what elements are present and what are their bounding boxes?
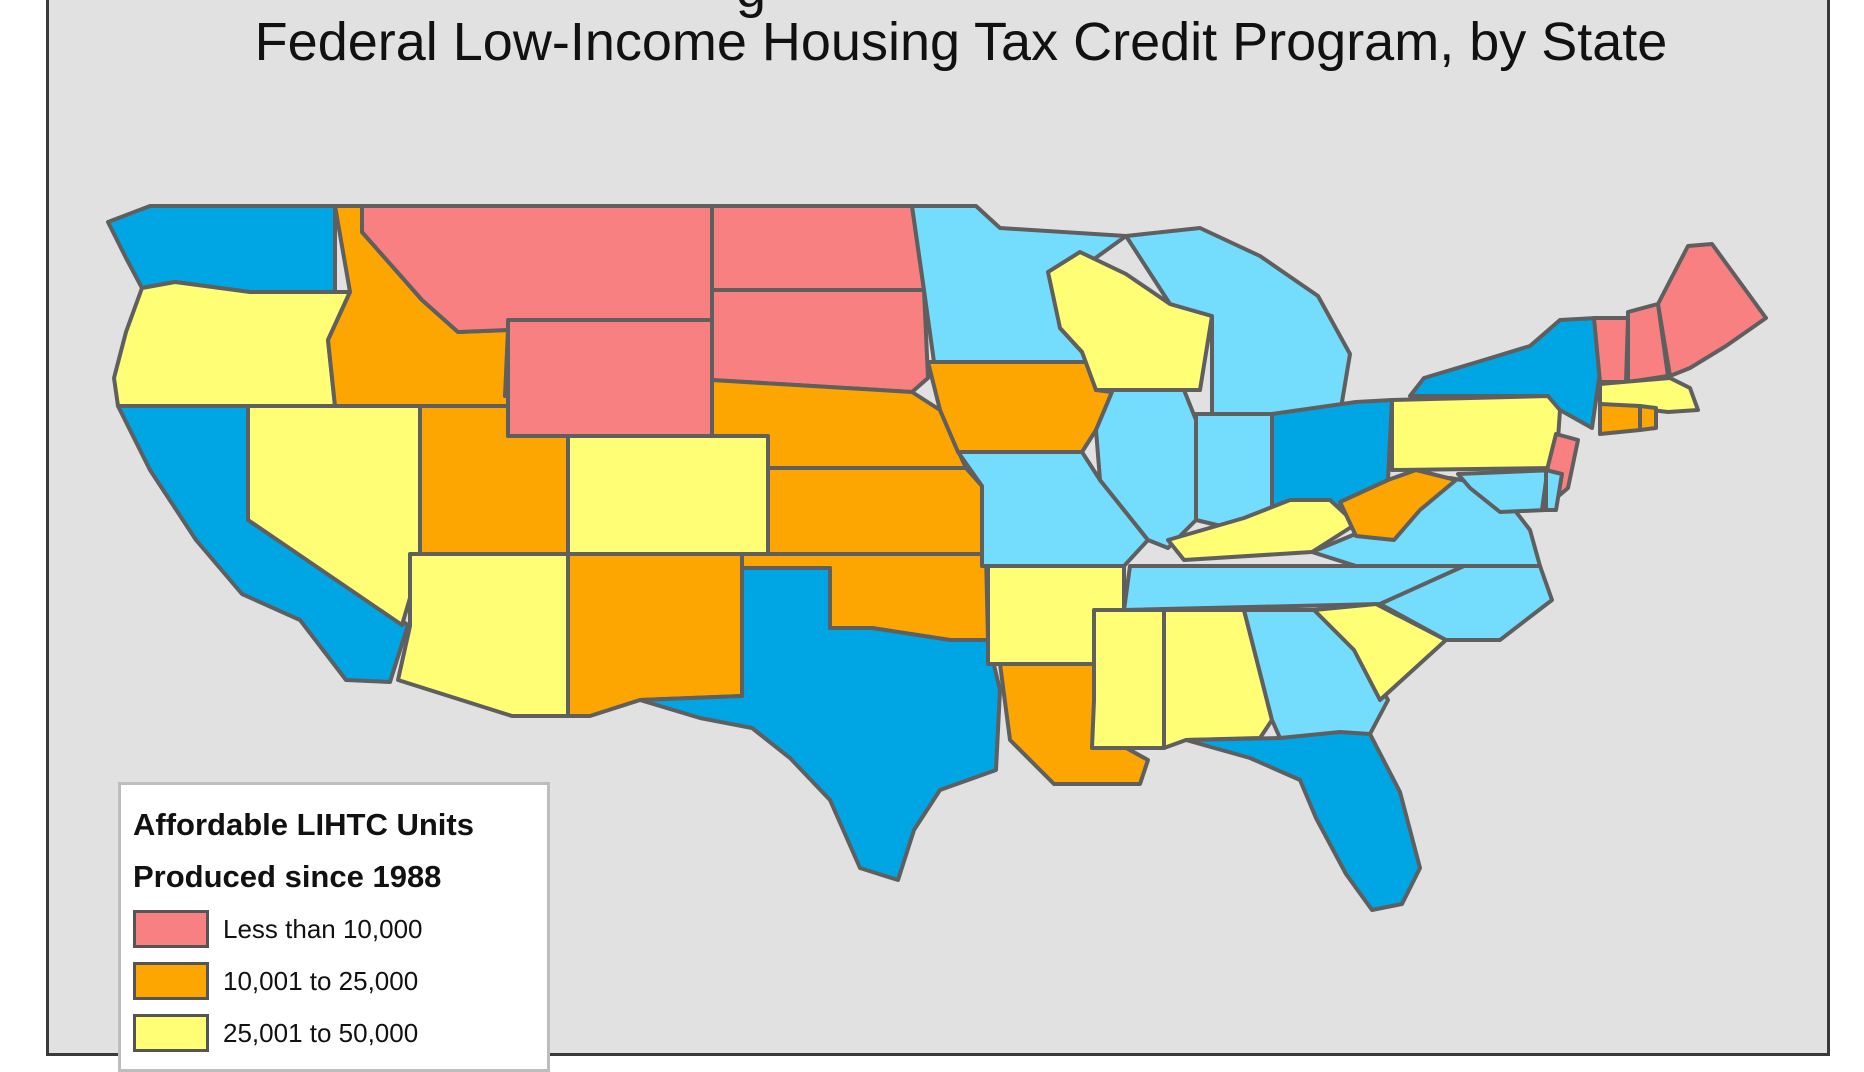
state-north-dakota (710, 204, 926, 292)
state-maryland (1456, 468, 1558, 514)
us-states-map (106, 204, 1768, 912)
legend-swatch-lt10k (133, 910, 209, 948)
map-legend: Affordable LIHTC Units Produced since 19… (118, 782, 550, 1072)
title-line1-partial: g (736, 0, 766, 20)
state-pennsylvania (1390, 394, 1562, 472)
state-colorado (566, 434, 770, 556)
legend-swatch-25to50k (133, 1014, 209, 1052)
state-missouri (956, 450, 1150, 568)
legend-label-10to25k: 10,001 to 25,000 (223, 965, 419, 996)
state-new-mexico (566, 552, 744, 718)
state-michigan (1124, 226, 1352, 416)
legend-label-25to50k: 25,001 to 50,000 (223, 1017, 419, 1048)
legend-item-25to50k: 25,001 to 50,000 (133, 1007, 535, 1059)
state-wisconsin (1046, 250, 1214, 392)
map-title: Federal Low-Income Housing Tax Credit Pr… (254, 12, 1668, 72)
state-south-carolina (1312, 602, 1448, 702)
state-mississippi (1090, 608, 1166, 750)
state-wyoming (506, 318, 714, 438)
state-iowa (926, 360, 1114, 454)
state-connecticut (1598, 402, 1642, 436)
state-vermont (1592, 316, 1630, 384)
state-illinois (1094, 388, 1198, 550)
legend-title-line1: Affordable LIHTC Units (133, 807, 474, 842)
state-kansas (766, 466, 984, 556)
state-maine (1656, 242, 1768, 378)
state-texas (638, 566, 1002, 882)
legend-swatch-10to25k (133, 962, 209, 1000)
state-arizona (396, 552, 570, 718)
legend-title-line2: Produced since 1988 (133, 859, 442, 894)
state-delaware (1544, 468, 1564, 512)
state-washington (106, 204, 337, 294)
legend-item-lt10k: Less than 10,000 (133, 903, 535, 955)
state-west-virginia (1338, 468, 1458, 542)
state-florida (1184, 730, 1422, 912)
legend-item-10to25k: 10,001 to 25,000 (133, 955, 535, 1007)
state-rhode-island (1638, 404, 1658, 432)
state-south-dakota (710, 288, 930, 394)
state-oregon (112, 280, 352, 408)
legend-label-lt10k: Less than 10,000 (223, 913, 423, 944)
